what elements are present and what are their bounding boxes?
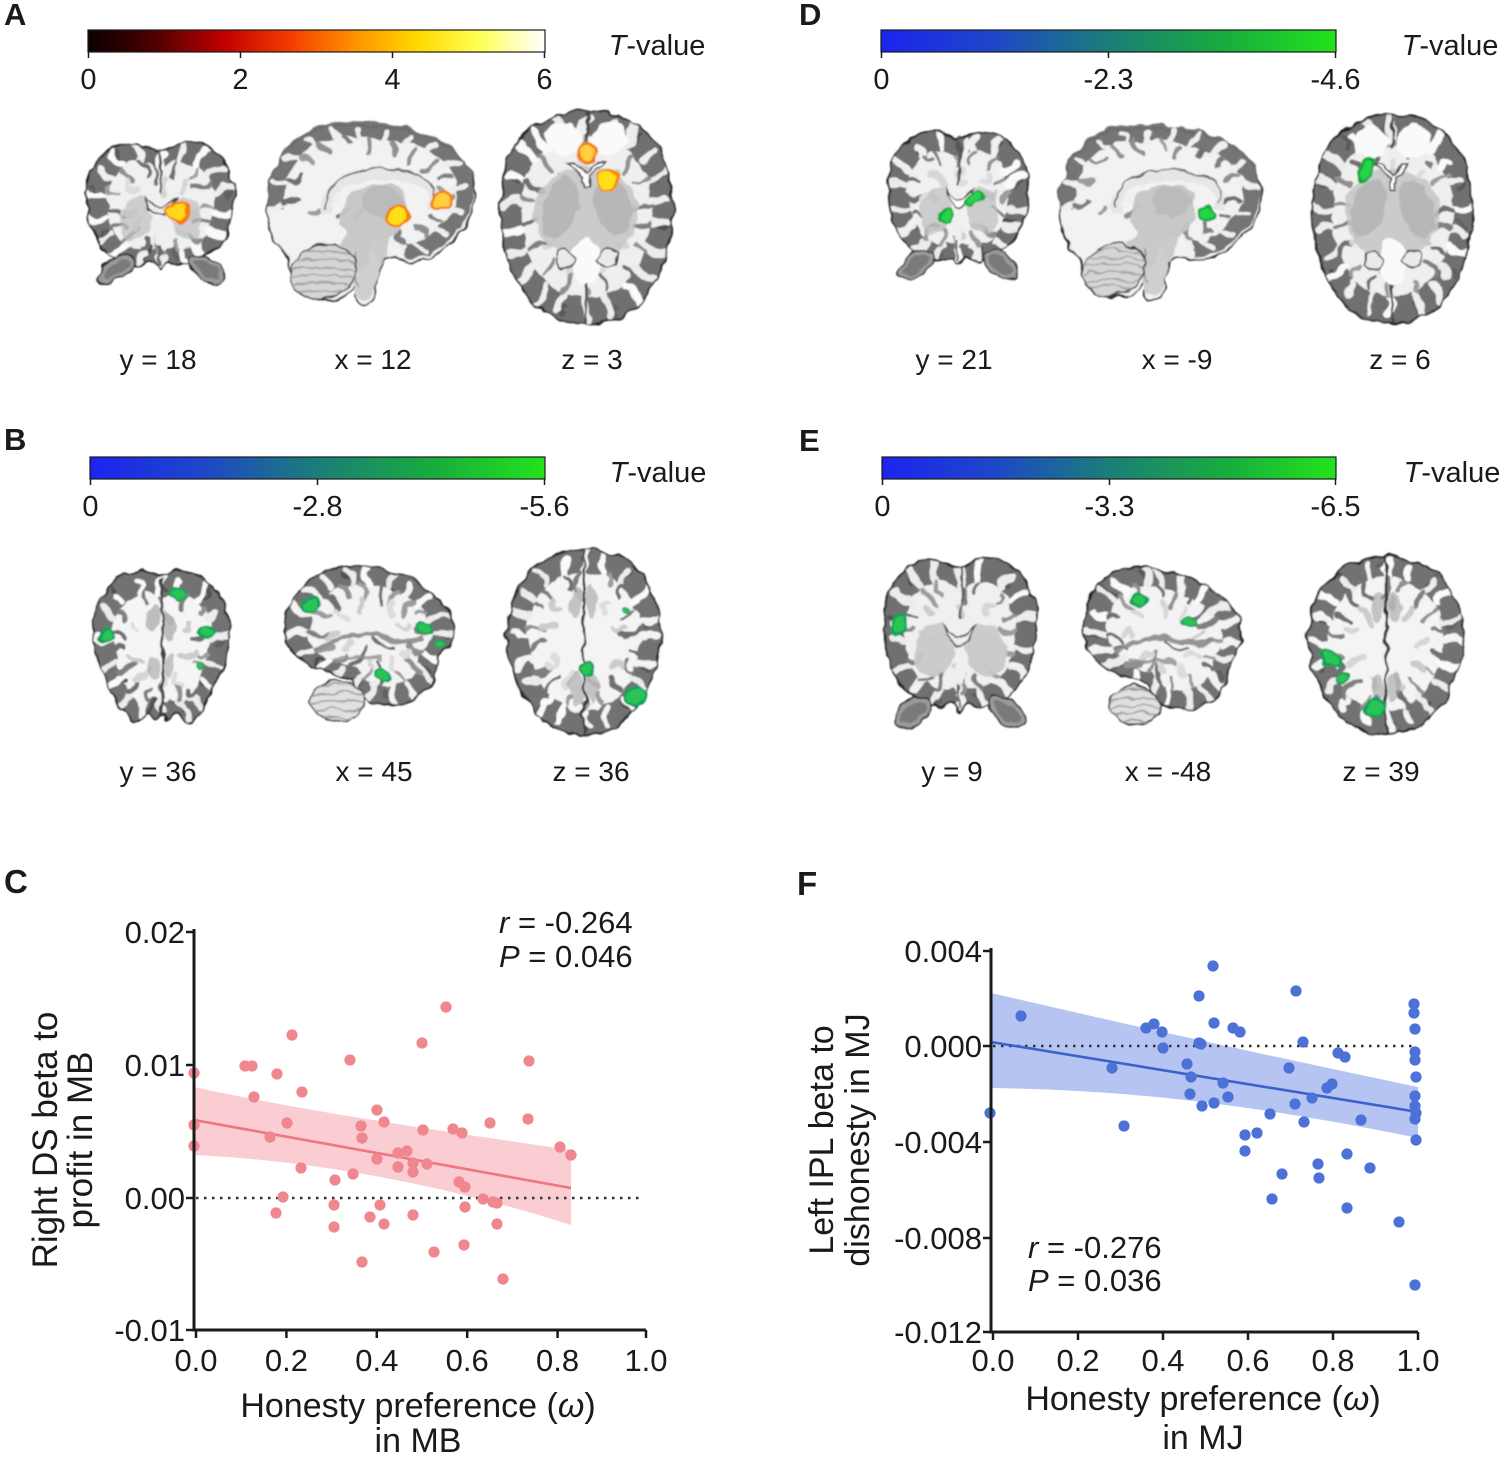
svg-text:1.0: 1.0 — [1396, 1343, 1439, 1378]
svg-text:-0.012: -0.012 — [894, 1315, 982, 1350]
svg-text:2: 2 — [232, 64, 248, 96]
svg-text:6: 6 — [536, 64, 552, 96]
svg-text:A: A — [4, 0, 26, 32]
svg-text:x = -48: x = -48 — [1125, 756, 1211, 787]
svg-text:0.6: 0.6 — [1226, 1343, 1269, 1378]
svg-text:0.4: 0.4 — [355, 1343, 398, 1378]
svg-text:-0.008: -0.008 — [894, 1221, 982, 1256]
svg-text:z = 3: z = 3 — [561, 344, 622, 375]
svg-text:-0.004: -0.004 — [894, 1125, 982, 1160]
svg-text:-6.5: -6.5 — [1311, 491, 1361, 523]
svg-text:0.2: 0.2 — [265, 1343, 308, 1378]
svg-text:-3.3: -3.3 — [1085, 491, 1135, 523]
svg-text:0: 0 — [80, 64, 96, 96]
svg-text:0.8: 0.8 — [536, 1343, 579, 1378]
svg-text:z = 6: z = 6 — [1369, 344, 1430, 375]
svg-text:C: C — [4, 863, 28, 900]
svg-text:0.8: 0.8 — [1311, 1343, 1354, 1378]
svg-text:0: 0 — [82, 491, 98, 523]
svg-text:-2.3: -2.3 — [1084, 64, 1134, 96]
svg-text:y = 18: y = 18 — [119, 344, 196, 375]
svg-text:-2.8: -2.8 — [293, 491, 343, 523]
svg-text:0.6: 0.6 — [446, 1343, 489, 1378]
svg-text:r = -0.276: r = -0.276 — [1028, 1230, 1162, 1265]
svg-text:-5.6: -5.6 — [520, 491, 570, 523]
svg-text:4: 4 — [384, 64, 400, 96]
svg-text:0.0: 0.0 — [971, 1343, 1014, 1378]
svg-text:0.2: 0.2 — [1056, 1343, 1099, 1378]
svg-text:z = 36: z = 36 — [552, 756, 629, 787]
svg-text:0.00: 0.00 — [125, 1181, 185, 1216]
svg-text:0: 0 — [873, 64, 889, 96]
svg-text:0.01: 0.01 — [125, 1048, 185, 1083]
svg-text:0.4: 0.4 — [1141, 1343, 1184, 1378]
svg-text:x = 12: x = 12 — [334, 344, 411, 375]
svg-text:E: E — [799, 423, 820, 458]
svg-text:Left IPL beta todishonesty in: Left IPL beta todishonesty in MJ — [803, 1013, 877, 1266]
svg-text:Right DS beta toprofit in MB: Right DS beta toprofit in MB — [26, 1012, 100, 1269]
svg-text:P = 0.036: P = 0.036 — [1028, 1263, 1162, 1298]
svg-text:y = 36: y = 36 — [119, 756, 196, 787]
svg-text:0: 0 — [874, 491, 890, 523]
svg-text:-4.6: -4.6 — [1311, 64, 1361, 96]
svg-text:in MJ: in MJ — [1162, 1419, 1243, 1457]
svg-text:x = 45: x = 45 — [335, 756, 412, 787]
svg-text:Honesty preference (ω): Honesty preference (ω) — [240, 1387, 595, 1425]
svg-text:0.0: 0.0 — [174, 1343, 217, 1378]
svg-text:in MB: in MB — [375, 1422, 462, 1460]
svg-text:y = 9: y = 9 — [921, 756, 982, 787]
svg-text:z = 39: z = 39 — [1342, 756, 1419, 787]
svg-text:T-value: T-value — [1404, 457, 1500, 489]
svg-text:P = 0.046: P = 0.046 — [499, 939, 633, 974]
svg-text:T-value: T-value — [609, 30, 706, 62]
svg-text:Honesty preference (ω): Honesty preference (ω) — [1025, 1380, 1380, 1418]
svg-text:y = 21: y = 21 — [915, 344, 992, 375]
svg-text:T-value: T-value — [610, 457, 707, 489]
svg-text:B: B — [4, 422, 26, 457]
svg-text:0.000: 0.000 — [904, 1029, 982, 1064]
svg-text:0.004: 0.004 — [904, 934, 982, 969]
svg-text:F: F — [797, 865, 817, 902]
svg-text:x = -9: x = -9 — [1142, 344, 1213, 375]
svg-text:T-value: T-value — [1402, 30, 1499, 62]
svg-text:r = -0.264: r = -0.264 — [499, 905, 633, 940]
svg-text:-0.01: -0.01 — [114, 1313, 185, 1348]
svg-text:D: D — [799, 0, 821, 32]
svg-text:0.02: 0.02 — [125, 915, 185, 950]
svg-text:1.0: 1.0 — [624, 1343, 667, 1378]
